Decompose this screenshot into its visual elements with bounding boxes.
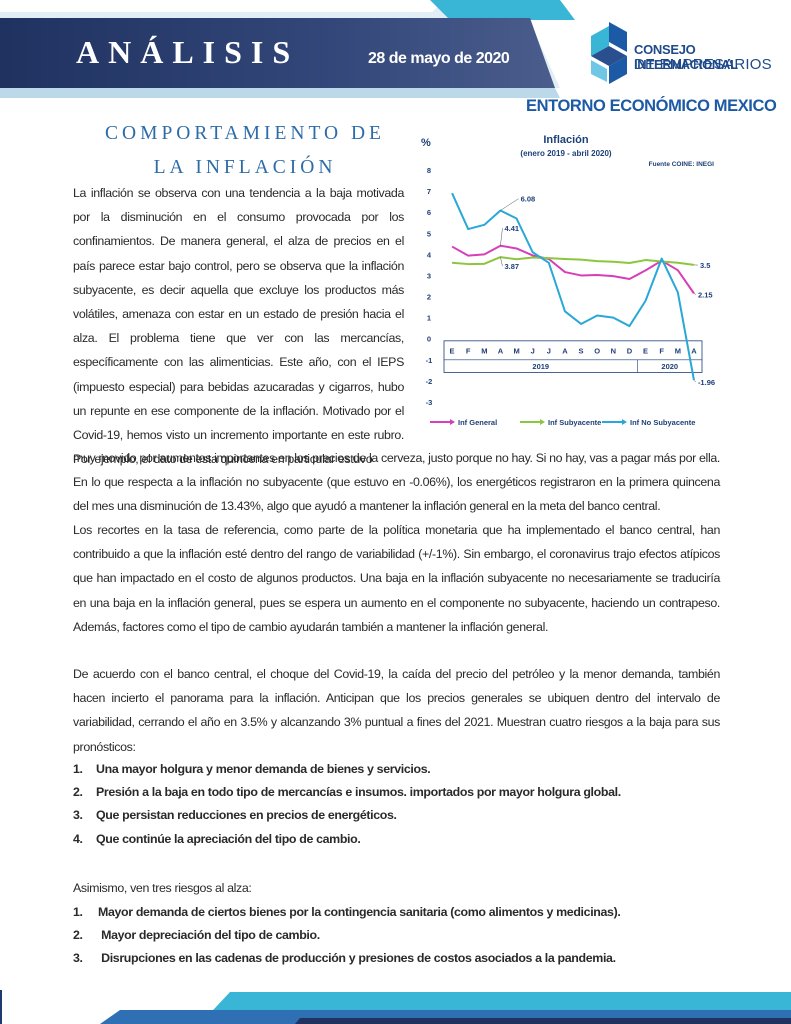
data-label: 4.41 [504, 224, 519, 233]
organization-logo [591, 22, 627, 84]
legend-arrow-icon [540, 419, 545, 425]
x-tick-label: M [513, 346, 519, 355]
section-heading: ENTORNO ECONÓMICO MEXICO [526, 97, 777, 115]
x-tick-label: E [643, 346, 648, 355]
legend-label: Inf General [458, 418, 497, 427]
series-line-inf-general [451, 244, 695, 294]
y-tick-label: 7 [427, 187, 431, 196]
x-tick-label: O [594, 346, 600, 355]
y-tick-label: -2 [426, 377, 433, 386]
annotation-leader [500, 228, 503, 246]
x-tick-label: A [691, 346, 697, 355]
y-tick-label: 0 [427, 335, 431, 344]
series-line-inf-subyacente [451, 256, 695, 266]
chart-title: Inflación [543, 134, 589, 146]
annotation-leader [500, 257, 503, 267]
article-title-line1: COMPORTAMIENTO DE [105, 123, 385, 144]
paragraph-upside-intro: Asimismo, ven tres riesgos al alza: [73, 881, 252, 895]
x-tick-label: M [675, 346, 681, 355]
data-label: -1.96 [698, 378, 715, 387]
paragraph-outlook: De acuerdo con el banco central, el choq… [73, 667, 720, 754]
x-tick-label: A [562, 346, 568, 355]
y-tick-label: 5 [427, 229, 431, 238]
list-item: 1. Una mayor holgura y menor demanda de b… [73, 762, 431, 776]
x-tick-label: S [579, 346, 584, 355]
paragraph-intro: La inflación se observa con una tendenci… [73, 186, 404, 467]
x-tick-label: M [481, 346, 487, 355]
chart-subtitle: (enero 2019 - abril 2020) [520, 149, 611, 158]
data-label: 6.08 [521, 195, 536, 204]
upside-risks-list: 1. Mayor demanda de ciertos bienes por la… [73, 901, 621, 971]
y-tick-label: 4 [427, 250, 432, 259]
x-tick-label: E [450, 346, 455, 355]
article-title-line2: LA INFLACIÓN [153, 157, 337, 178]
logo-text-line2: DE EMPRESARIOS [634, 56, 772, 73]
series-line-inf-no-subyacente [451, 192, 695, 381]
x-tick-label: D [627, 346, 633, 355]
article-title: COMPORTAMIENTO DE LA INFLACIÓN [70, 117, 420, 185]
data-label: 3.5 [700, 261, 710, 270]
list-item: 4. Que continúe la apreciación del tipo d… [73, 831, 361, 846]
logo-text-line1: CONSEJO INTERNACIONAL [634, 42, 738, 72]
header-title: ANÁLISIS [76, 34, 300, 70]
x-tick-label: J [531, 346, 535, 355]
legend-label: Inf Subyacente [548, 418, 601, 427]
legend-label: Inf No Subyacente [630, 418, 695, 427]
chart-source: Fuente COINE: INEGI [649, 161, 715, 168]
y-tick-label: -1 [426, 356, 433, 365]
footer-banner [100, 992, 791, 1024]
annotation-leader [693, 379, 697, 383]
list-item: 2. Mayor depreciación del tipo de cambio… [73, 928, 320, 943]
header-banner [0, 0, 575, 98]
paragraph-monetary-policy: Los recortes en la tasa de referencia, c… [73, 523, 720, 634]
y-tick-label: 8 [427, 166, 431, 175]
inflation-chart: % Inflación (enero 2019 - abril 2020) Fu… [421, 134, 715, 427]
y-tick-label: -3 [426, 398, 433, 407]
x-tick-label: F [659, 346, 664, 355]
downside-risks-list: 1. Una mayor holgura y menor demanda de b… [73, 758, 621, 851]
list-item: 1. Mayor demanda de ciertos bienes por la… [73, 905, 621, 919]
data-label: 2.15 [698, 291, 713, 300]
list-item: 3. Disrupciones en las cadenas de produc… [73, 951, 616, 966]
x-axis-box [443, 340, 703, 373]
y-tick-label: 2 [427, 293, 431, 302]
year-label: 2019 [532, 362, 549, 371]
x-tick-label: F [466, 346, 471, 355]
data-label: 3.87 [504, 262, 519, 271]
y-tick-label: 1 [427, 314, 431, 323]
legend-arrow-icon [450, 419, 455, 425]
chart-ylabel: % [421, 137, 431, 149]
annotation-leader [693, 293, 697, 295]
y-tick-label: 6 [427, 208, 431, 217]
list-item: 3. Que persistan reducciones en precios d… [73, 808, 397, 823]
annotation-leader [500, 198, 519, 211]
header-date: 28 de mayo de 2020 [368, 50, 510, 67]
legend-arrow-icon [622, 419, 627, 425]
list-item: 2. Presión a la baja en todo tipo de merc… [73, 785, 621, 800]
x-tick-label: A [498, 346, 504, 355]
y-tick-label: 3 [427, 271, 431, 280]
page-edge [0, 990, 2, 1024]
x-tick-label: J [547, 346, 551, 355]
year-label: 2020 [661, 362, 678, 371]
x-tick-label: N [611, 346, 616, 355]
paragraph-beer: muy movido por aumentos importantes en l… [73, 451, 720, 514]
